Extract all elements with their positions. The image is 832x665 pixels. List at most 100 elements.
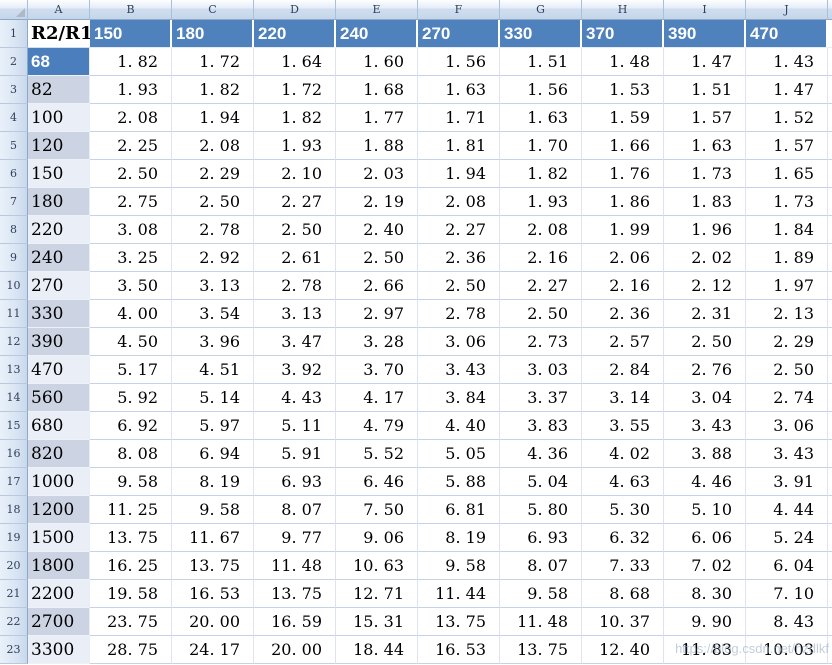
cell-B16[interactable]: 8. 08: [90, 440, 172, 468]
cell-H1[interactable]: 370: [582, 20, 664, 48]
column-header-B[interactable]: B: [90, 0, 172, 20]
cell-B15[interactable]: 6. 92: [90, 412, 172, 440]
cell-E23[interactable]: 18. 44: [336, 636, 418, 664]
cell-D14[interactable]: 4. 43: [254, 384, 336, 412]
cell-J6[interactable]: 1. 65: [746, 160, 828, 188]
cell-C13[interactable]: 4. 51: [172, 356, 254, 384]
cell-G15[interactable]: 3. 83: [500, 412, 582, 440]
cell-E6[interactable]: 2. 03: [336, 160, 418, 188]
cell-G23[interactable]: 13. 75: [500, 636, 582, 664]
cell-H5[interactable]: 1. 66: [582, 132, 664, 160]
cell-G18[interactable]: 5. 80: [500, 496, 582, 524]
row-header-7[interactable]: 7: [0, 188, 28, 216]
cell-C2[interactable]: 1. 72: [172, 48, 254, 76]
cell-G11[interactable]: 2. 50: [500, 300, 582, 328]
cell-E18[interactable]: 7. 50: [336, 496, 418, 524]
row-header-15[interactable]: 15: [0, 412, 28, 440]
cell-E22[interactable]: 15. 31: [336, 608, 418, 636]
cell-I6[interactable]: 1. 73: [664, 160, 746, 188]
cell-J4[interactable]: 1. 52: [746, 104, 828, 132]
cell-G14[interactable]: 3. 37: [500, 384, 582, 412]
cell-E4[interactable]: 1. 77: [336, 104, 418, 132]
cell-C22[interactable]: 20. 00: [172, 608, 254, 636]
cell-D17[interactable]: 6. 93: [254, 468, 336, 496]
column-header-E[interactable]: E: [336, 0, 418, 20]
select-all-corner[interactable]: [0, 0, 28, 20]
cell-I23[interactable]: 11. 83: [664, 636, 746, 664]
cell-I16[interactable]: 3. 88: [664, 440, 746, 468]
cell-J19[interactable]: 5. 24: [746, 524, 828, 552]
cell-I15[interactable]: 3. 43: [664, 412, 746, 440]
cell-G6[interactable]: 1. 82: [500, 160, 582, 188]
cell-C4[interactable]: 1. 94: [172, 104, 254, 132]
cell-F3[interactable]: 1. 63: [418, 76, 500, 104]
row-header-19[interactable]: 19: [0, 524, 28, 552]
cell-H3[interactable]: 1. 53: [582, 76, 664, 104]
cell-E10[interactable]: 2. 66: [336, 272, 418, 300]
cell-G4[interactable]: 1. 63: [500, 104, 582, 132]
cell-H4[interactable]: 1. 59: [582, 104, 664, 132]
cell-G2[interactable]: 1. 51: [500, 48, 582, 76]
cell-G10[interactable]: 2. 27: [500, 272, 582, 300]
cell-J7[interactable]: 1. 73: [746, 188, 828, 216]
cell-D21[interactable]: 13. 75: [254, 580, 336, 608]
cell-C1[interactable]: 180: [172, 20, 254, 48]
cell-B13[interactable]: 5. 17: [90, 356, 172, 384]
cell-E14[interactable]: 4. 17: [336, 384, 418, 412]
cell-J8[interactable]: 1. 84: [746, 216, 828, 244]
cell-G8[interactable]: 2. 08: [500, 216, 582, 244]
column-header-D[interactable]: D: [254, 0, 336, 20]
cell-B22[interactable]: 23. 75: [90, 608, 172, 636]
row-header-21[interactable]: 21: [0, 580, 28, 608]
cell-B8[interactable]: 3. 08: [90, 216, 172, 244]
cell-I22[interactable]: 9. 90: [664, 608, 746, 636]
cell-H13[interactable]: 2. 84: [582, 356, 664, 384]
cell-E21[interactable]: 12. 71: [336, 580, 418, 608]
cell-A2[interactable]: 68: [28, 48, 90, 76]
cell-F19[interactable]: 8. 19: [418, 524, 500, 552]
cell-A23[interactable]: 3300: [28, 636, 90, 664]
cell-B14[interactable]: 5. 92: [90, 384, 172, 412]
cell-A19[interactable]: 1500: [28, 524, 90, 552]
cell-D10[interactable]: 2. 78: [254, 272, 336, 300]
cell-D11[interactable]: 3. 13: [254, 300, 336, 328]
column-header-I[interactable]: I: [664, 0, 746, 20]
cell-D13[interactable]: 3. 92: [254, 356, 336, 384]
cell-B7[interactable]: 2. 75: [90, 188, 172, 216]
cell-E17[interactable]: 6. 46: [336, 468, 418, 496]
cell-I10[interactable]: 2. 12: [664, 272, 746, 300]
cell-I9[interactable]: 2. 02: [664, 244, 746, 272]
cell-A4[interactable]: 100: [28, 104, 90, 132]
cell-J11[interactable]: 2. 13: [746, 300, 828, 328]
cell-I11[interactable]: 2. 31: [664, 300, 746, 328]
cell-F5[interactable]: 1. 81: [418, 132, 500, 160]
cell-F18[interactable]: 6. 81: [418, 496, 500, 524]
cell-E1[interactable]: 240: [336, 20, 418, 48]
cell-A1[interactable]: R2/R1: [28, 20, 93, 48]
cell-H18[interactable]: 5. 30: [582, 496, 664, 524]
cell-F23[interactable]: 16. 53: [418, 636, 500, 664]
cell-H19[interactable]: 6. 32: [582, 524, 664, 552]
cell-C10[interactable]: 3. 13: [172, 272, 254, 300]
cell-B2[interactable]: 1. 82: [90, 48, 172, 76]
cell-C14[interactable]: 5. 14: [172, 384, 254, 412]
cell-B23[interactable]: 28. 75: [90, 636, 172, 664]
cell-J23[interactable]: 10. 03: [746, 636, 828, 664]
row-header-3[interactable]: 3: [0, 76, 28, 104]
cell-C6[interactable]: 2. 29: [172, 160, 254, 188]
cell-A14[interactable]: 560: [28, 384, 90, 412]
cell-C12[interactable]: 3. 96: [172, 328, 254, 356]
cell-H20[interactable]: 7. 33: [582, 552, 664, 580]
cell-G20[interactable]: 8. 07: [500, 552, 582, 580]
row-header-5[interactable]: 5: [0, 132, 28, 160]
cell-G9[interactable]: 2. 16: [500, 244, 582, 272]
cell-H12[interactable]: 2. 57: [582, 328, 664, 356]
cell-C23[interactable]: 24. 17: [172, 636, 254, 664]
row-header-8[interactable]: 8: [0, 216, 28, 244]
cell-A20[interactable]: 1800: [28, 552, 90, 580]
cell-B17[interactable]: 9. 58: [90, 468, 172, 496]
cell-E20[interactable]: 10. 63: [336, 552, 418, 580]
cell-G16[interactable]: 4. 36: [500, 440, 582, 468]
cell-F7[interactable]: 2. 08: [418, 188, 500, 216]
row-header-22[interactable]: 22: [0, 608, 28, 636]
